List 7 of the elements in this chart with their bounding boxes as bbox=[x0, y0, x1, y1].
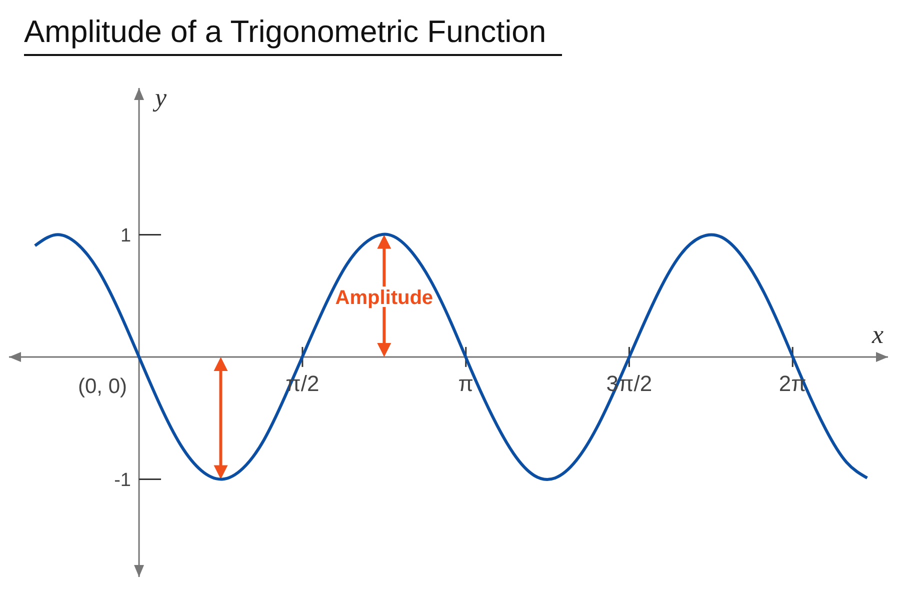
x-tick-label: π bbox=[458, 370, 474, 396]
annotation: (0, 0) bbox=[78, 374, 128, 398]
y-axis-title: y bbox=[152, 83, 168, 112]
y-tick-label: -1 bbox=[114, 470, 132, 492]
chart-title: Amplitude of a Trigonometric Function bbox=[24, 14, 562, 56]
y-tick-label: 1 bbox=[120, 226, 132, 247]
x-axis-title: x bbox=[871, 320, 884, 349]
